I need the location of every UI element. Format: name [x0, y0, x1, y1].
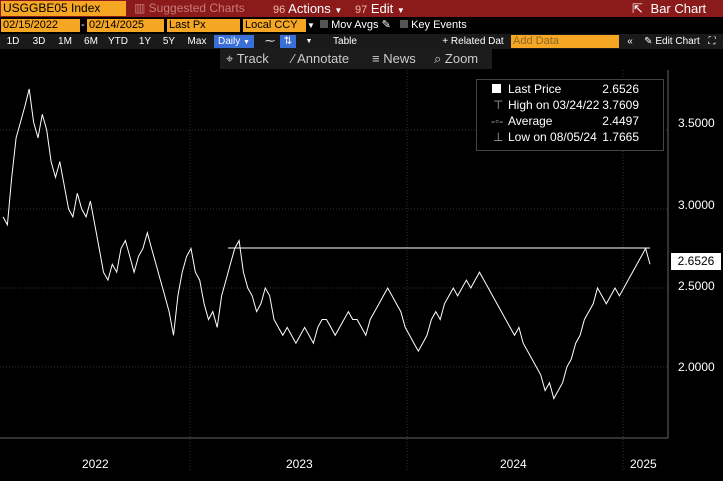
annotate-icon: ⁄	[292, 51, 295, 66]
chevron-down-icon[interactable]: ▼	[307, 21, 315, 30]
last-price-tag: 2.6526	[671, 253, 721, 270]
bar-chart-button[interactable]: ⇱ Bar Chart	[632, 0, 706, 17]
line-chart-icon[interactable]: ⁓	[265, 36, 275, 47]
news-icon: ≡	[372, 51, 380, 66]
chevron-down-icon: ▼	[243, 39, 250, 46]
chart-settings-row: 02/15/2022 - 02/14/2025 Last Px Local CC…	[0, 17, 723, 34]
legend-high: ⊤ High on 03/24/22 3.7609	[493, 98, 639, 112]
checkbox-icon	[400, 20, 408, 28]
actions-number: 96	[273, 4, 286, 16]
edit-label: Edit	[370, 1, 394, 16]
collapse-icon[interactable]: «	[627, 36, 633, 47]
news-tool[interactable]: ≡ News	[372, 51, 416, 66]
edit-menu[interactable]: 97 Edit ▼	[355, 0, 405, 17]
x-tick-label: 2025	[630, 457, 657, 471]
period-1y[interactable]: 1Y	[138, 36, 152, 47]
high-marker-icon: ⊤	[493, 98, 504, 112]
legend-last: Last Price 2.6526	[477, 81, 663, 97]
top-toolbar: USGGBE05 Index ▥ Suggested Charts 96 Act…	[0, 0, 723, 17]
date-from-field[interactable]: 02/15/2022	[1, 19, 80, 32]
x-tick-label: 2024	[500, 457, 527, 471]
date-separator: -	[81, 19, 85, 31]
suggested-charts-button[interactable]: ▥ Suggested Charts	[134, 1, 245, 15]
y-tick-label: 2.0000	[678, 360, 715, 374]
actions-menu[interactable]: 96 Actions ▼	[273, 0, 342, 17]
expand-icon[interactable]: ⛶	[708, 36, 716, 47]
period-max[interactable]: Max	[187, 36, 207, 47]
edit-chart-button[interactable]: ✎ Edit Chart	[644, 36, 700, 47]
period-1m[interactable]: 1M	[58, 36, 72, 47]
low-marker-icon: ⊥	[493, 130, 504, 144]
edit-number: 97	[355, 4, 368, 16]
price-series-line	[2, 88, 651, 400]
period-ytd[interactable]: YTD	[108, 36, 128, 47]
zoom-tool[interactable]: ⌕ Zoom	[434, 51, 479, 66]
chevron-down-icon: ▼	[334, 6, 343, 15]
x-tick-label: 2023	[286, 457, 313, 471]
square-icon	[492, 84, 501, 93]
currency-selector[interactable]: Local CCY	[243, 19, 306, 32]
crosshair-icon: ⌖	[226, 51, 234, 66]
key-events-toggle[interactable]: Key Events	[400, 19, 467, 32]
suggested-charts-icon: ▥	[134, 1, 149, 15]
annotate-tool[interactable]: ⁄ Annotate	[292, 51, 350, 66]
checkbox-icon	[320, 20, 328, 28]
legend-average: -◦- Average 2.4497	[491, 114, 639, 128]
y-tick-label: 2.5000	[678, 279, 715, 293]
chart-tools-bar: ⌖ Track ⁄ Annotate ≡ News ⌕ Zoom	[220, 49, 492, 69]
period-1d[interactable]: 1D	[6, 36, 20, 47]
frequency-selector[interactable]: Daily ▼	[214, 35, 254, 48]
bar-chart-label: Bar Chart	[650, 1, 707, 16]
period-5y[interactable]: 5Y	[162, 36, 176, 47]
period-row: 1D 3D 1M 6M YTD 1Y 5Y Max Daily ▼ ⁓ ⇅ ▼ …	[0, 34, 723, 49]
average-marker-icon: -◦-	[491, 114, 504, 128]
related-data-button[interactable]: + Related Dat	[442, 36, 504, 47]
y-tick-label: 3.0000	[678, 198, 715, 212]
actions-label: Actions	[288, 1, 331, 16]
pencil-icon: ✎	[381, 19, 391, 31]
zoom-icon: ⌕	[434, 51, 442, 66]
x-tick-label: 2022	[82, 457, 109, 471]
chevron-down-icon: ▼	[396, 6, 405, 15]
legend-box: Last Price 2.6526 ⊤ High on 03/24/22 3.7…	[476, 79, 664, 151]
field-selector[interactable]: Last Px	[167, 19, 240, 32]
date-to-field[interactable]: 02/14/2025	[87, 19, 164, 32]
plus-icon: +	[442, 36, 449, 47]
period-3d[interactable]: 3D	[32, 36, 46, 47]
pencil-icon: ✎	[644, 36, 653, 47]
track-tool[interactable]: ⌖ Track	[226, 51, 269, 66]
y-tick-label: 3.5000	[678, 116, 715, 130]
ticker-field[interactable]: USGGBE05 Index	[1, 1, 126, 16]
chevron-down-icon[interactable]: ▼	[305, 38, 313, 45]
table-button[interactable]: Table	[333, 36, 357, 47]
period-6m[interactable]: 6M	[84, 36, 98, 47]
mov-avgs-toggle[interactable]: Mov Avgs ✎	[320, 19, 391, 32]
legend-low: ⊥ Low on 08/05/24 1.7665	[493, 130, 639, 144]
external-window-icon: ⇱	[632, 1, 643, 16]
add-data-input[interactable]: Add Data	[511, 35, 619, 48]
chart-style-icon[interactable]: ⇅	[280, 35, 296, 48]
